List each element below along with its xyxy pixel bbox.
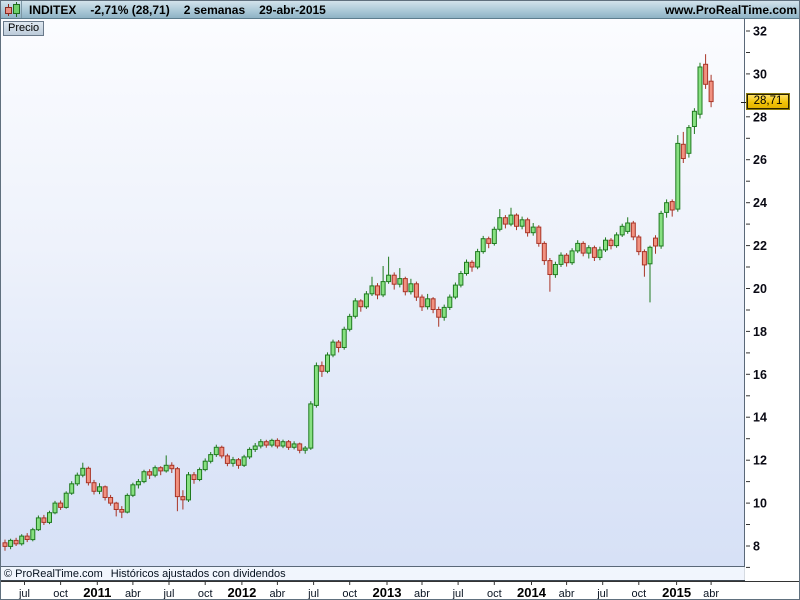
svg-text:12: 12 — [753, 454, 767, 468]
svg-text:18: 18 — [753, 325, 767, 339]
date-label: 29-abr-2015 — [259, 2, 326, 17]
chart-plot-area[interactable]: Precio — [1, 19, 745, 581]
svg-text:16: 16 — [753, 368, 767, 382]
svg-text:abr: abr — [414, 588, 430, 600]
website-watermark: www.ProRealTime.com — [664, 2, 797, 17]
svg-text:30: 30 — [753, 67, 767, 81]
svg-text:abr: abr — [559, 588, 575, 600]
svg-text:jul: jul — [162, 588, 174, 600]
price-tab[interactable]: Precio — [3, 21, 45, 36]
timeframe-label: 2 semanas — [183, 2, 246, 17]
svg-text:abr: abr — [125, 588, 141, 600]
svg-text:jul: jul — [452, 588, 464, 600]
svg-text:2013: 2013 — [373, 585, 402, 600]
svg-text:oct: oct — [631, 588, 646, 600]
last-price-tick — [741, 102, 747, 103]
svg-text:8: 8 — [753, 540, 760, 554]
svg-text:22: 22 — [753, 239, 767, 253]
svg-text:abr: abr — [269, 588, 285, 600]
svg-text:32: 32 — [753, 25, 767, 39]
svg-text:2014: 2014 — [517, 585, 547, 600]
svg-text:2015: 2015 — [662, 585, 691, 600]
svg-text:jul: jul — [596, 588, 608, 600]
svg-text:28: 28 — [753, 110, 767, 124]
svg-text:2012: 2012 — [227, 585, 256, 600]
svg-text:10: 10 — [753, 497, 767, 511]
dividends-note: Históricos ajustados con dividendos — [110, 567, 286, 580]
svg-text:oct: oct — [53, 588, 68, 600]
svg-text:20: 20 — [753, 282, 767, 296]
time-axis[interactable]: jul oct 2011 abr jul oct 2012 abr jul oct 2013 abr j… — [1, 581, 800, 600]
svg-text:oct: oct — [487, 588, 502, 600]
svg-text:24: 24 — [753, 196, 767, 210]
svg-text:14: 14 — [753, 411, 767, 425]
change-value: -2,71% (28,71) — [90, 2, 170, 17]
price-axis-scale[interactable]: 8 10 12 14 16 18 20 22 24 26 28 30 32 — [746, 19, 800, 581]
symbol-name: INDITEX — [29, 2, 77, 17]
candlestick-pair-icon — [1, 1, 22, 18]
svg-text:26: 26 — [753, 153, 767, 167]
svg-text:oct: oct — [198, 588, 213, 600]
svg-text:jul: jul — [18, 588, 30, 600]
svg-text:jul: jul — [307, 588, 319, 600]
copyright-bar: © ProRealTime.com Históricos ajustados c… — [1, 566, 745, 581]
time-axis-scale[interactable]: jul oct 2011 abr jul oct 2012 abr jul oct 2013 abr j… — [1, 581, 800, 600]
copyright-text: © ProRealTime.com — [4, 567, 103, 580]
svg-text:oct: oct — [342, 588, 357, 600]
svg-text:abr: abr — [703, 588, 719, 600]
svg-text:2011: 2011 — [83, 585, 111, 600]
price-axis[interactable]: 8 10 12 14 16 18 20 22 24 26 28 30 32 — [746, 19, 800, 581]
last-price-badge: 28,71 — [746, 92, 790, 110]
candlestick-chart[interactable] — [1, 19, 745, 581]
title-bar: INDITEX -2,71% (28,71) 2 semanas 29-abr-… — [1, 1, 799, 19]
